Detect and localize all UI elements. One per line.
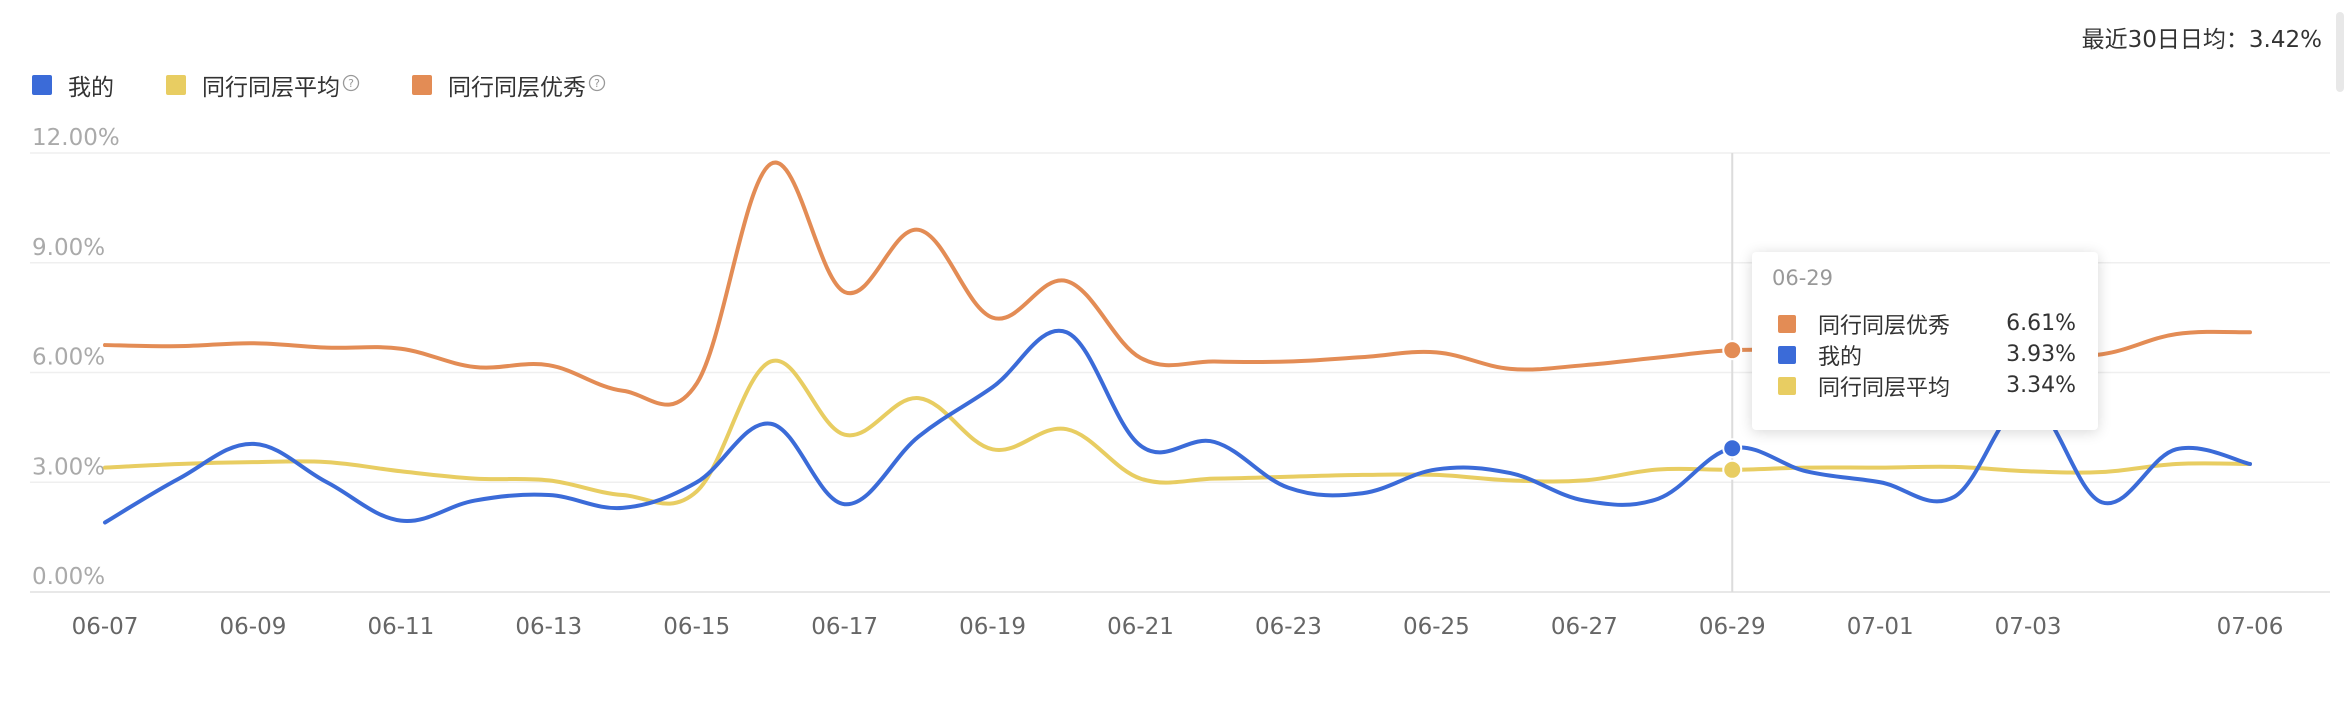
- highlight-point-peer-excellent: [1722, 340, 1743, 361]
- x-tick-label: 07-03: [1995, 614, 2062, 640]
- tooltip-series-value: 3.34%: [2006, 373, 2076, 398]
- series-line-mine: [103, 328, 2252, 525]
- tooltip-row-peer-excellent: 同行同层优秀 6.61%: [1772, 308, 2078, 339]
- x-tick-label: 06-17: [811, 614, 878, 640]
- legend-swatch-peer-average: [166, 75, 186, 95]
- tooltip-swatch: [1778, 314, 1796, 333]
- x-tick-label: 07-06: [2217, 614, 2284, 640]
- scrollbar[interactable]: [2336, 12, 2344, 92]
- help-circle-icon[interactable]: ?: [342, 74, 360, 97]
- tooltip-swatch: [1778, 345, 1796, 364]
- x-tick-label: 06-15: [663, 614, 730, 640]
- x-tick-label: 06-19: [959, 614, 1026, 640]
- tooltip-series-name: 同行同层平均: [1818, 375, 1951, 401]
- tooltip-series-value: 3.93%: [2006, 342, 2076, 367]
- x-tick-label: 07-01: [1847, 614, 1914, 640]
- x-tick-label: 06-23: [1255, 614, 1322, 640]
- series-line-peer-average: [103, 358, 2252, 506]
- y-tick-label: 0.00%: [32, 564, 105, 590]
- x-tick-label: 06-25: [1403, 614, 1470, 640]
- tooltip-row-peer-average: 同行同层平均 3.34%: [1772, 370, 2078, 401]
- x-tick-label: 06-07: [72, 614, 139, 640]
- tooltip-swatch: [1778, 376, 1796, 395]
- tooltip-series-name: 我的: [1818, 344, 1863, 370]
- chart-legend: 我的 同行同层平均 ? 同行同层优秀 ?: [32, 68, 658, 102]
- x-tick-label: 06-13: [515, 614, 582, 640]
- x-tick-label: 06-09: [220, 614, 287, 640]
- y-tick-label: 9.00%: [32, 235, 105, 261]
- highlight-point-peer-average: [1722, 459, 1743, 480]
- tooltip-series-name: 同行同层优秀: [1818, 313, 1951, 339]
- y-tick-label: 3.00%: [32, 454, 105, 480]
- legend-item-peer-average[interactable]: 同行同层平均 ?: [166, 68, 360, 102]
- help-circle-icon[interactable]: ?: [588, 74, 606, 97]
- legend-swatch-mine: [32, 75, 52, 95]
- legend-label-peer-average: 同行同层平均: [202, 75, 340, 101]
- x-tick-label: 06-21: [1107, 614, 1174, 640]
- tooltip-row-mine: 我的 3.93%: [1772, 339, 2078, 370]
- chart-tooltip: 06-29 同行同层优秀 6.61% 我的 3.93% 同行同层平均 3.34%: [1752, 252, 2098, 430]
- y-tick-label: 6.00%: [32, 345, 105, 371]
- x-tick-label: 06-11: [367, 614, 434, 640]
- highlight-point-mine: [1722, 438, 1743, 459]
- legend-item-peer-excellent[interactable]: 同行同层优秀 ?: [412, 68, 606, 102]
- tooltip-series-value: 6.61%: [2006, 311, 2076, 336]
- help-glyph: ?: [594, 77, 600, 90]
- x-tick-label: 06-27: [1551, 614, 1618, 640]
- help-glyph: ?: [348, 77, 354, 90]
- legend-label-mine: 我的: [68, 75, 114, 101]
- x-tick-label: 06-29: [1699, 614, 1766, 640]
- tooltip-date: 06-29: [1772, 266, 1834, 290]
- daily-average-summary: 最近30日日均：3.42%: [2081, 27, 2322, 53]
- legend-item-mine[interactable]: 我的: [32, 68, 114, 102]
- legend-label-peer-excellent: 同行同层优秀: [448, 75, 586, 101]
- legend-swatch-peer-excellent: [412, 75, 432, 95]
- y-tick-label: 12.00%: [32, 125, 120, 151]
